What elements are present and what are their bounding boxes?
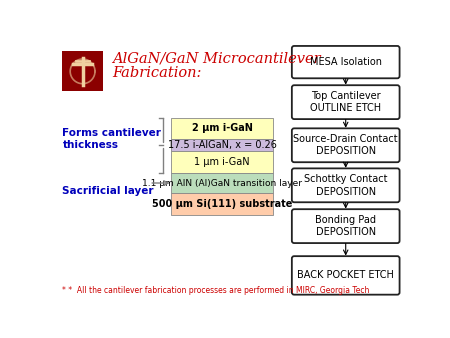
FancyBboxPatch shape	[292, 209, 400, 243]
Text: * *  All the cantilever fabrication processes are performed in MIRC, Georgia Tec: * * All the cantilever fabrication proce…	[63, 286, 370, 294]
FancyBboxPatch shape	[292, 85, 400, 119]
Text: 17.5 i-AlGaN, x = 0.26: 17.5 i-AlGaN, x = 0.26	[168, 140, 277, 150]
FancyBboxPatch shape	[292, 256, 400, 295]
Text: 500 μm Si(111) substrate: 500 μm Si(111) substrate	[152, 199, 292, 209]
Bar	[171, 193, 273, 215]
FancyBboxPatch shape	[292, 46, 400, 78]
Bar	[171, 151, 273, 173]
Text: 1.1 μm AlN (Al)GaN transition layer: 1.1 μm AlN (Al)GaN transition layer	[142, 178, 302, 188]
FancyBboxPatch shape	[292, 168, 400, 202]
Bar	[171, 173, 273, 193]
Text: Fabrication:: Fabrication:	[112, 66, 202, 80]
Bar	[63, 51, 103, 91]
Text: AlGaN/GaN Microcantilever: AlGaN/GaN Microcantilever	[112, 51, 321, 65]
Text: 2 μm i-GaN: 2 μm i-GaN	[192, 123, 252, 133]
Text: BACK POCKET ETCH: BACK POCKET ETCH	[297, 270, 394, 281]
Bar	[171, 139, 273, 151]
Text: Schottky Contact
DEPOSITION: Schottky Contact DEPOSITION	[304, 174, 387, 196]
Bar	[171, 118, 273, 139]
FancyBboxPatch shape	[292, 128, 400, 162]
Text: Bonding Pad
DEPOSITION: Bonding Pad DEPOSITION	[315, 215, 376, 237]
Text: Forms cantilever
thickness: Forms cantilever thickness	[63, 128, 161, 150]
Text: 1 μm i-GaN: 1 μm i-GaN	[194, 157, 250, 167]
Text: Top Cantilever
OUTLINE ETCH: Top Cantilever OUTLINE ETCH	[310, 91, 381, 113]
Text: Sacrificial layer: Sacrificial layer	[63, 186, 154, 196]
Text: MESA Isolation: MESA Isolation	[310, 57, 382, 67]
Text: Source-Drain Contact
DEPOSITION: Source-Drain Contact DEPOSITION	[293, 134, 398, 156]
